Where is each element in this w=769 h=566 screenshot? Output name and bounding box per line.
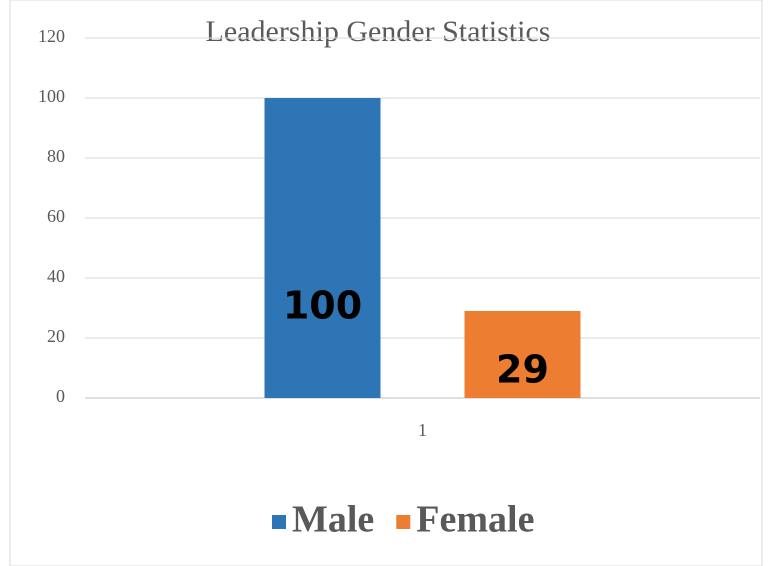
legend-label: Female [416, 499, 534, 541]
y-tick-label: 20 [47, 326, 65, 346]
legend-label: Male [292, 499, 374, 541]
y-tick-label: 40 [47, 266, 65, 286]
y-tick-label: 100 [38, 86, 65, 106]
data-label: 29 [496, 347, 549, 391]
chart-title: Leadership Gender Statistics [206, 15, 551, 48]
bar [464, 311, 581, 398]
x-tick-label: 1 [418, 420, 427, 440]
legend-swatch [396, 515, 411, 529]
y-tick-label: 60 [47, 206, 65, 226]
bar [264, 98, 381, 398]
y-tick-label: 0 [56, 386, 65, 406]
y-tick-label: 80 [47, 146, 65, 166]
data-label: 100 [283, 284, 362, 328]
chart-border [9, 0, 763, 566]
legend-swatch [272, 515, 286, 529]
y-tick-label: 120 [38, 26, 65, 46]
